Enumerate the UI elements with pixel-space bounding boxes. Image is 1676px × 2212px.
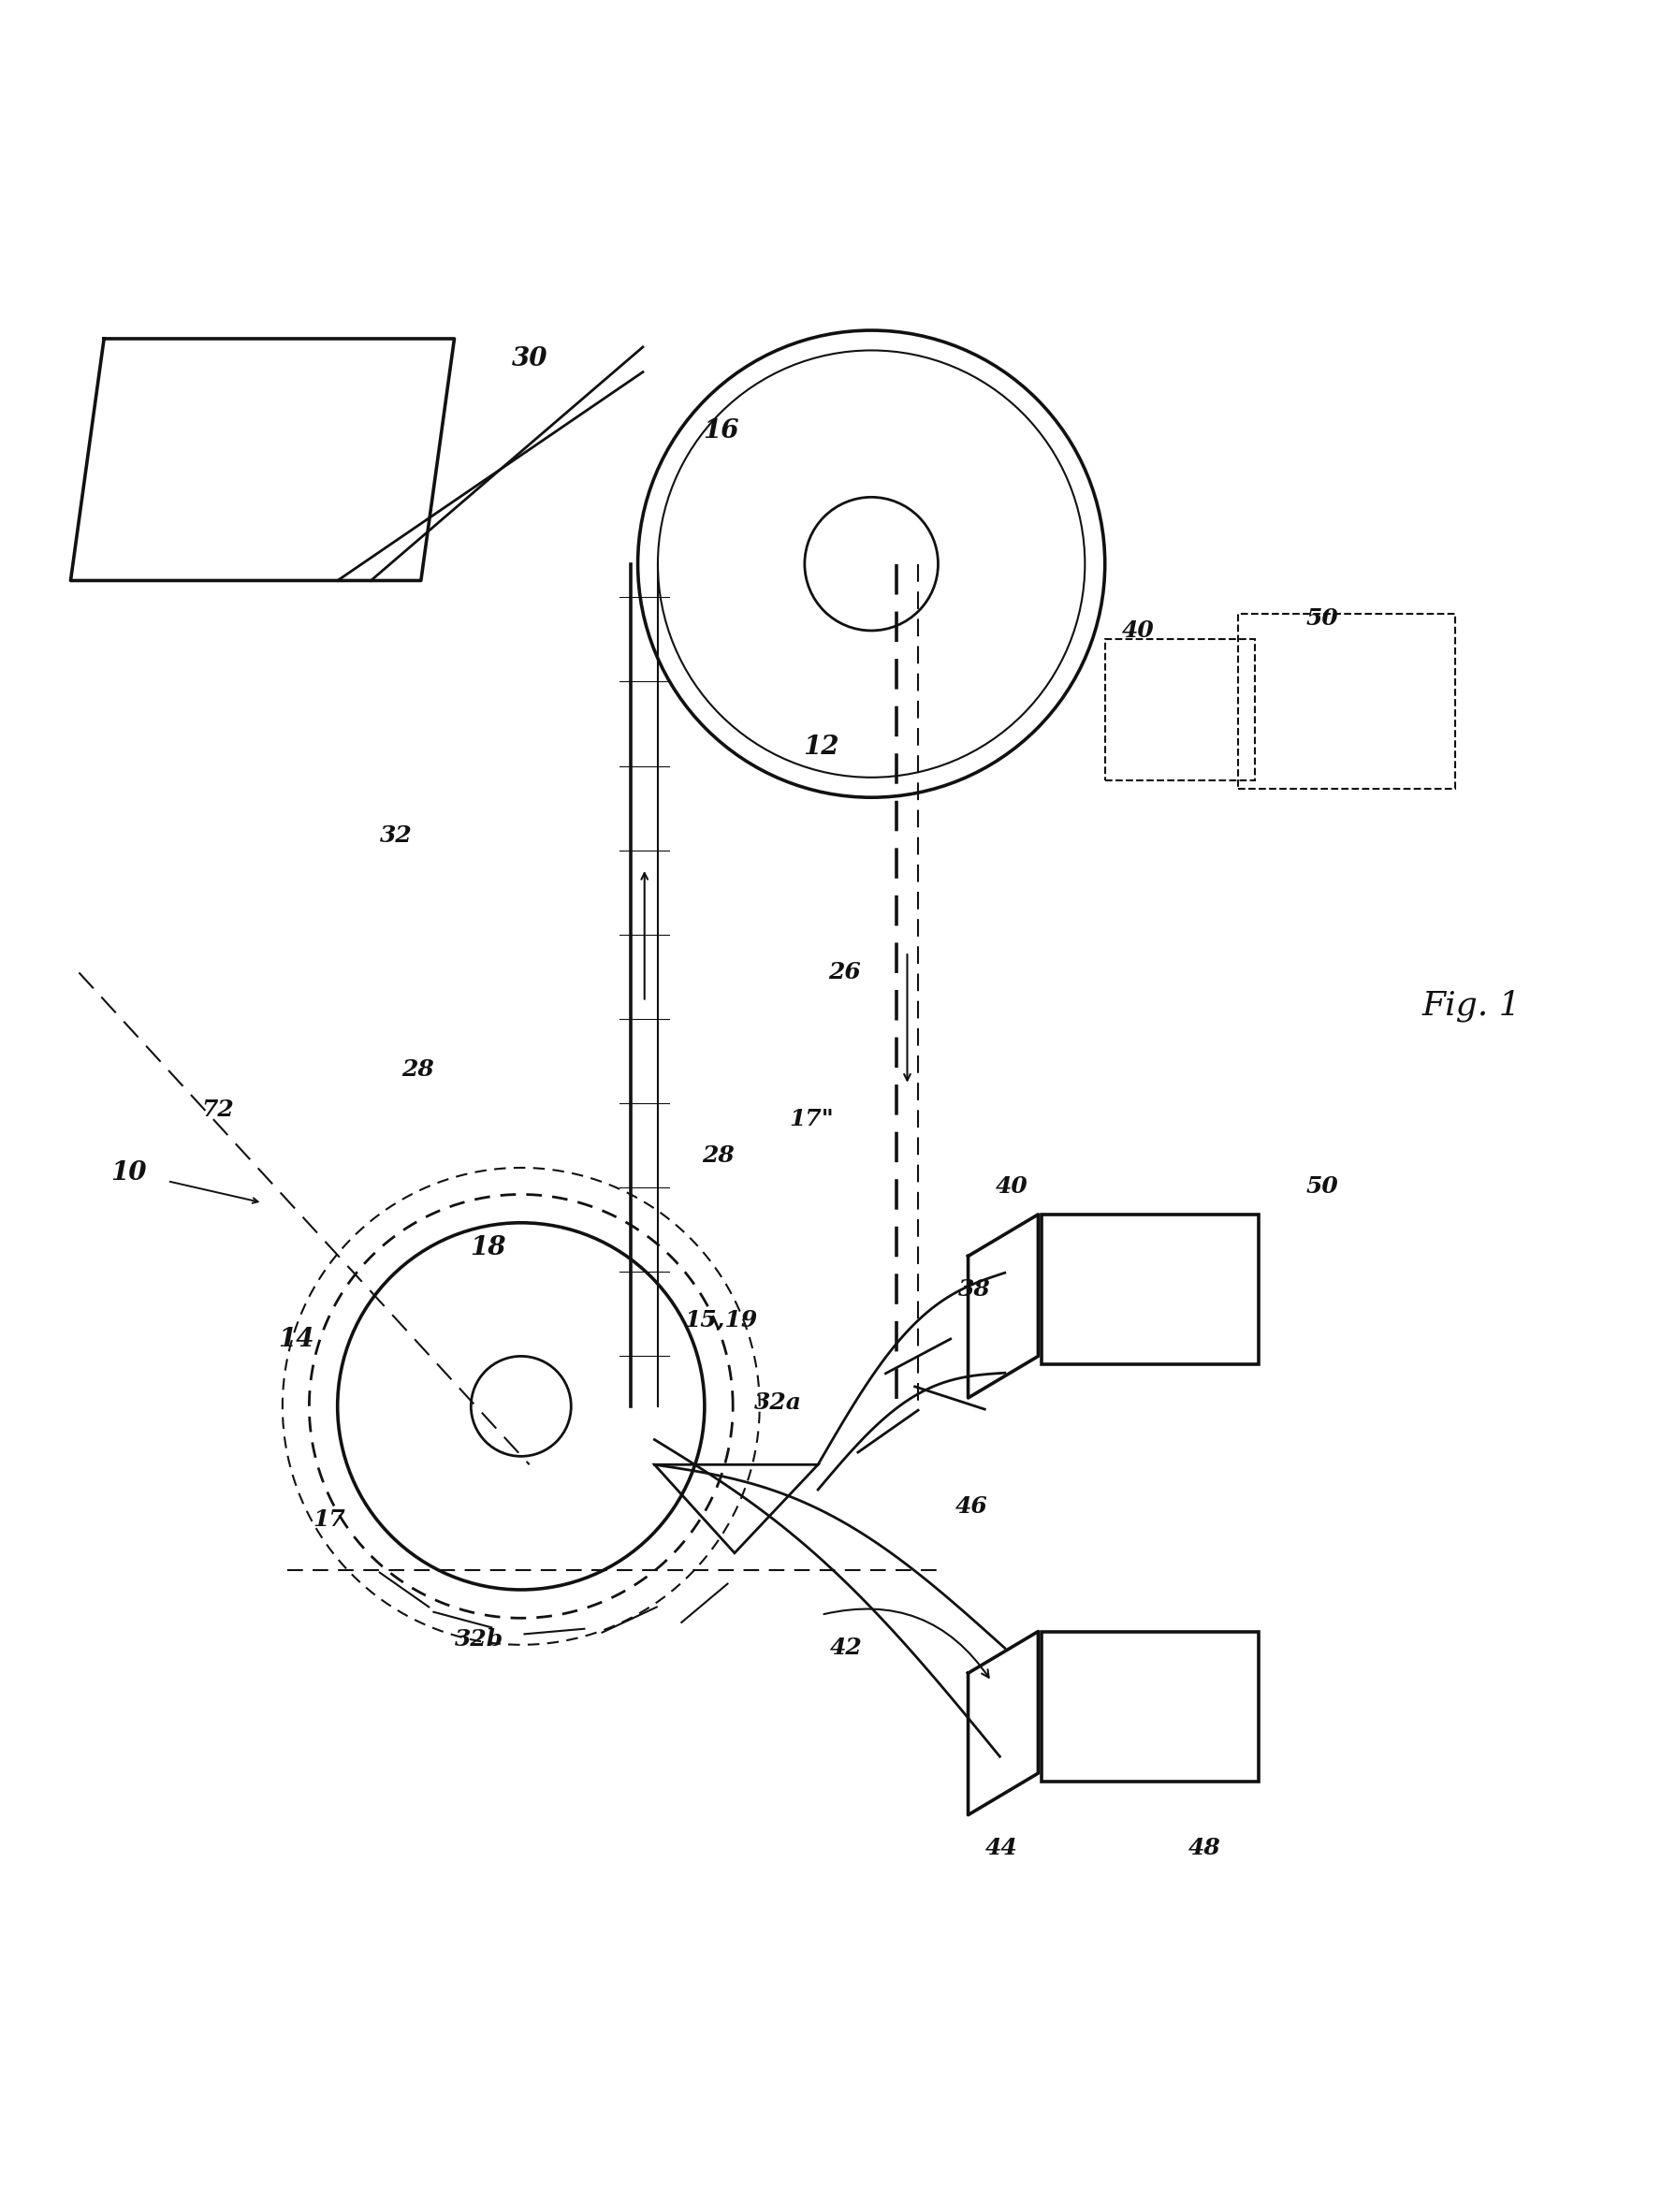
Text: Fig. 1: Fig. 1 [1423,989,1522,1022]
Text: 50: 50 [1306,1175,1337,1197]
Text: 38: 38 [959,1279,991,1301]
Text: 18: 18 [469,1234,506,1261]
Text: 15,19: 15,19 [684,1307,758,1332]
Bar [1239,615,1455,790]
Text: 14: 14 [278,1327,313,1352]
Text: 72: 72 [201,1097,233,1121]
Text: 10: 10 [111,1159,147,1186]
Text: 42: 42 [830,1637,863,1659]
Text: 40: 40 [1121,619,1155,641]
Text: 28: 28 [702,1146,734,1168]
Text: 50: 50 [1306,608,1337,630]
Text: 26: 26 [828,962,861,984]
Text: 30: 30 [511,345,548,372]
Text: 17: 17 [313,1509,345,1531]
Text: 44: 44 [985,1836,1017,1860]
Text: 12: 12 [803,734,840,761]
Text: 16: 16 [704,418,739,442]
Text: 32: 32 [380,825,412,847]
Text: 32a: 32a [754,1391,801,1413]
Text: 17": 17" [789,1108,833,1130]
Bar [1104,639,1255,781]
Text: 48: 48 [1188,1836,1222,1860]
Bar [1041,1214,1259,1365]
Bar [1041,1632,1259,1781]
Text: 32b: 32b [454,1628,504,1650]
Text: 28: 28 [401,1057,434,1079]
Text: 46: 46 [955,1495,987,1517]
Text: 40: 40 [996,1175,1027,1197]
